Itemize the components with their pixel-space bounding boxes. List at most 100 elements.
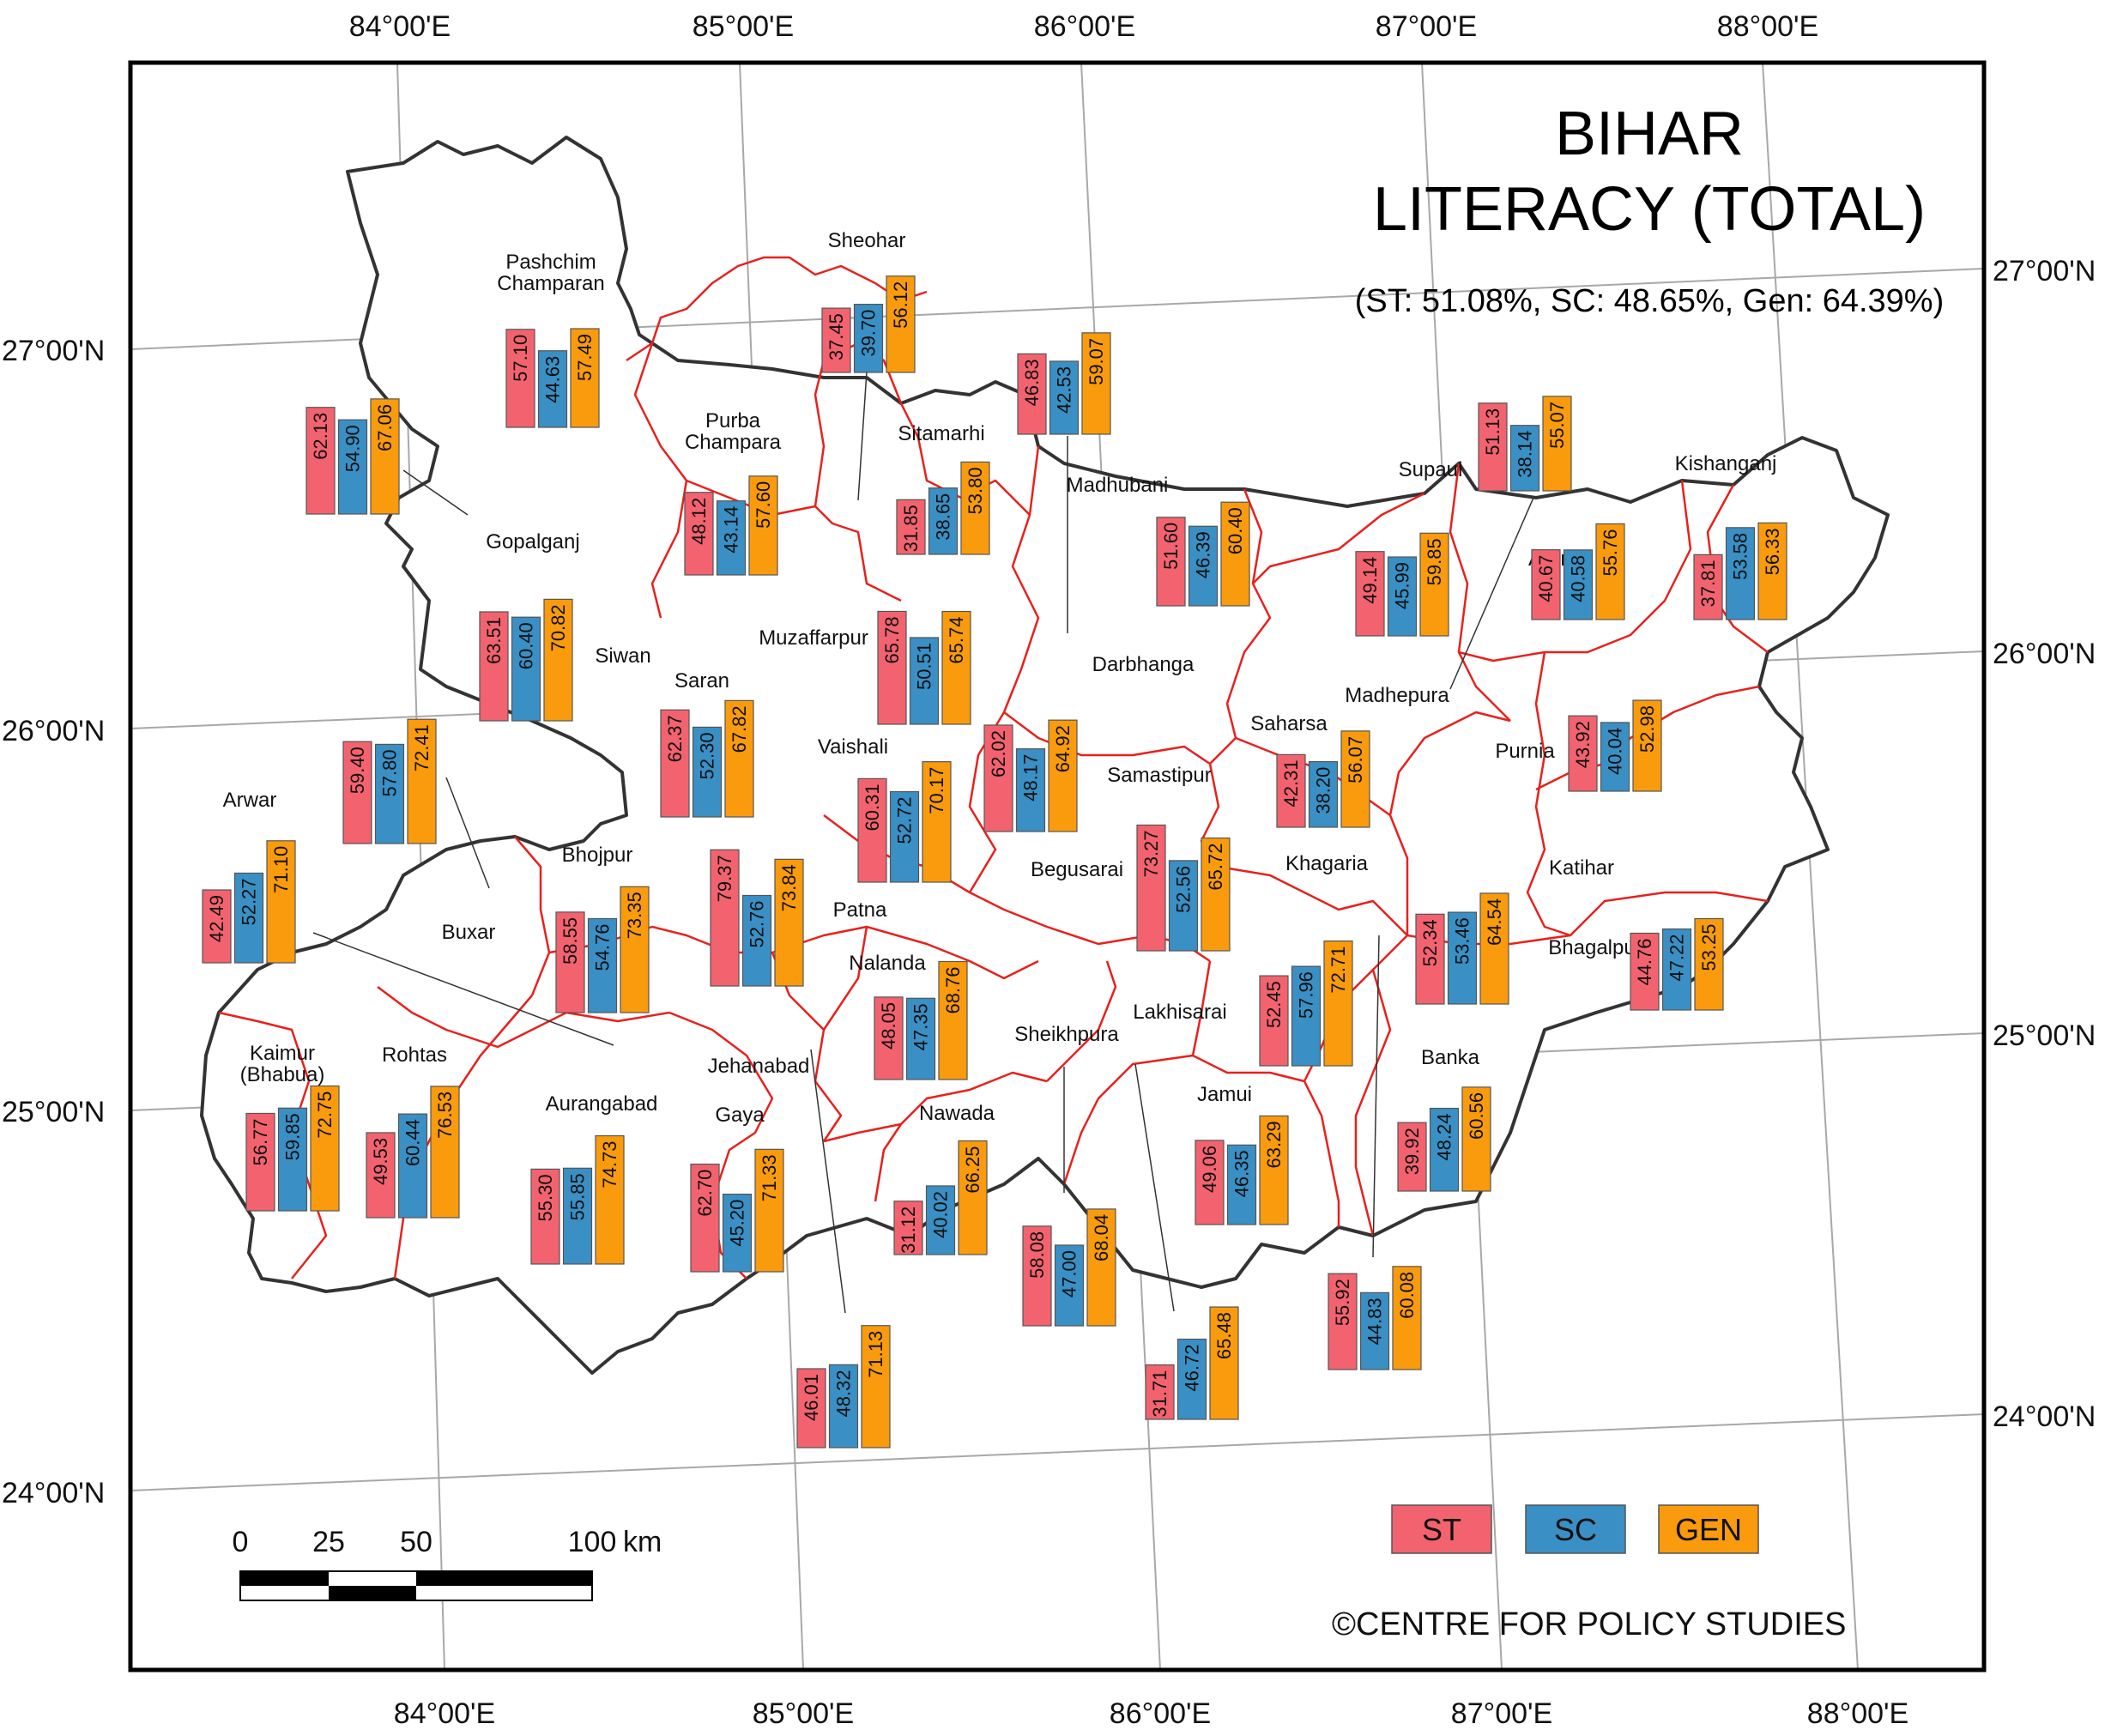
bar-sc: [562, 1167, 593, 1265]
bar-value-label: 71.33: [759, 1154, 780, 1201]
legend-label-st: ST: [1422, 1512, 1461, 1547]
bar-value-label: 39.92: [1401, 1128, 1423, 1175]
bar-value-label: 51.13: [1482, 408, 1503, 456]
bar-sc: [1226, 1144, 1257, 1225]
bar-st: [874, 996, 904, 1080]
bar-value-label: 52.30: [697, 732, 718, 779]
bar-value-label: 76.53: [434, 1092, 456, 1139]
bar-gen: [960, 461, 990, 555]
district-label: Kaimur (Bhabua): [240, 1042, 325, 1086]
bar-st: [857, 777, 887, 883]
bar-sc: [928, 487, 959, 555]
bar-value-label: 37.81: [1697, 560, 1719, 607]
bar-st: [1531, 549, 1561, 620]
bar-value-label: 56.77: [250, 1118, 271, 1165]
lon-label-bottom: 84°00'E: [394, 1697, 495, 1730]
bar-sc: [337, 419, 368, 515]
bar-value-label: 47.00: [1059, 1250, 1080, 1297]
district-label: Patna: [833, 898, 887, 922]
district-label: Banka: [1421, 1046, 1480, 1069]
bar-sc: [1563, 549, 1594, 620]
bar-sc: [741, 894, 772, 987]
bar-value-label: 63.29: [1263, 1121, 1285, 1168]
bar-gen: [570, 328, 600, 428]
bar-sc: [1176, 1338, 1207, 1420]
lat-label-right: 24°00'N: [1993, 1400, 2096, 1433]
bar-value-label: 52.72: [894, 797, 916, 844]
bar-st: [530, 1168, 560, 1265]
bar-value-label: 59.40: [347, 747, 368, 794]
bar-value-label: 39.70: [858, 310, 880, 357]
district-border: [1046, 960, 1117, 1082]
leader-line: [810, 1049, 846, 1314]
lat-label-right: 26°00'N: [1993, 638, 2096, 670]
lon-label-top: 87°00'E: [1376, 10, 1477, 43]
bar-st: [1355, 551, 1385, 637]
bar-value-label: 47.22: [1666, 935, 1688, 982]
bar-value-label: 53.46: [1452, 917, 1473, 965]
bar-value-label: 49.14: [1359, 557, 1381, 604]
bar-st: [505, 329, 535, 428]
meridian-88: [1762, 63, 1859, 1670]
bar-value-label: 62.02: [988, 730, 1009, 777]
bar-value-label: 70.82: [547, 604, 569, 651]
scale-bar-segment: [329, 1586, 416, 1600]
lat-label-right: 27°00'N: [1993, 255, 2096, 287]
bar-gen: [1479, 892, 1509, 1005]
district-label: Siwan: [595, 644, 650, 668]
district-label: Jehanabad: [708, 1055, 810, 1078]
bar-value-label: 52.76: [747, 900, 768, 947]
bar-gen: [1595, 523, 1625, 620]
bar-st: [1276, 753, 1306, 828]
bar-value-label: 60.31: [862, 783, 883, 831]
bar-value-label: 48.17: [1020, 754, 1042, 801]
bar-value-label: 64.54: [1484, 898, 1505, 946]
bar-gen: [861, 1325, 891, 1449]
district-border: [1252, 492, 1425, 584]
district-border: [1192, 1054, 1340, 1227]
scale-bar: 0 25 50 100 km: [233, 1526, 662, 1601]
legend-label-sc: SC: [1554, 1512, 1597, 1547]
graticule-labels: 84°00'E 85°00'E 86°00'E 87°00'E 88°00'E …: [2, 10, 2096, 1730]
bar-st: [1693, 553, 1723, 620]
district-label: Kishanganj: [1675, 452, 1777, 475]
district-border: [1003, 711, 1408, 936]
leader-line: [445, 777, 490, 889]
district-border: [1458, 480, 1692, 662]
bar-value-label: 44.76: [1634, 938, 1655, 985]
bar-value-label: 48.24: [1434, 1114, 1455, 1161]
leader-line: [402, 469, 469, 516]
scale-unit-label: km: [623, 1526, 662, 1558]
bar-value-label: 60.56: [1466, 1092, 1487, 1140]
bar-value-label: 46.01: [801, 1374, 822, 1421]
bar-sc: [1725, 527, 1756, 620]
district-label: Nawada: [919, 1102, 995, 1125]
lon-label-bottom: 85°00'E: [753, 1697, 854, 1730]
district-label: Nalanda: [849, 952, 926, 975]
bar-value-label: 52.45: [1263, 981, 1285, 1028]
district-border: [899, 402, 1040, 713]
bar-sc: [1291, 965, 1322, 1067]
bar-value-label: 52.34: [1419, 919, 1441, 966]
bar-value-label: 46.35: [1231, 1150, 1253, 1197]
bar-st: [690, 1163, 720, 1273]
district-border: [1526, 651, 1571, 937]
bar-gen: [1694, 917, 1724, 1011]
bar-value-label: 49.53: [370, 1138, 391, 1185]
bar-value-label: 31.85: [900, 505, 922, 552]
bar-value-label: 65.72: [1205, 844, 1226, 891]
bar-value-label: 73.27: [1140, 830, 1162, 877]
bar-value-label: 46.72: [1182, 1345, 1203, 1392]
bar-value-label: 72.75: [314, 1092, 336, 1139]
bar-sc: [1387, 556, 1418, 637]
bar-value-label: 72.71: [1328, 947, 1349, 994]
bar-sc: [1015, 748, 1046, 832]
bar-sc: [889, 790, 920, 883]
district-label: Sheikhpura: [1014, 1023, 1119, 1046]
district-border: [626, 256, 928, 362]
bar-st: [1415, 913, 1445, 1005]
bar-sc: [1188, 525, 1219, 607]
bar-st: [1022, 1225, 1052, 1327]
bar-gen: [774, 858, 804, 987]
bar-value-label: 58.08: [1026, 1231, 1048, 1279]
